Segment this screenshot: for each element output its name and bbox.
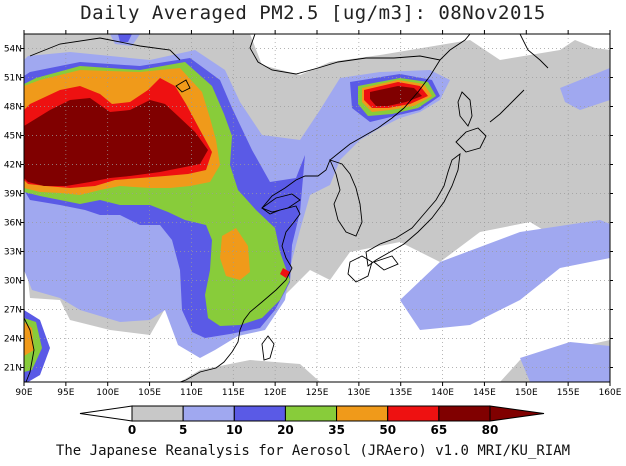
sakhalin: [457, 91, 473, 127]
lat-tick-label: 48N: [4, 103, 22, 113]
colorbar-label: 35: [328, 423, 345, 437]
colorbar-label: 10: [226, 423, 243, 437]
colorbar-label: 65: [431, 423, 448, 437]
lon-tick-label: 155E: [557, 388, 580, 398]
kuril-chain: [489, 89, 525, 123]
taiwan: [261, 335, 275, 361]
korea-coast: [329, 159, 363, 237]
lon-tick-label: 100E: [96, 388, 119, 398]
level-80-plus: [24, 86, 422, 186]
lon-tick-label: 145E: [473, 388, 496, 398]
shandong-coast: [261, 193, 301, 213]
mainland-coast: [179, 34, 471, 382]
inner-border: [29, 37, 181, 61]
lat-tick-label: 27N: [4, 306, 22, 316]
colorbar-segment-low: [79, 405, 133, 422]
coastlines: [24, 34, 549, 382]
credit-text: The Japanese Reanalysis for Aerosol (JRA…: [55, 443, 571, 459]
lon-tick-label: 160E: [599, 388, 622, 398]
lat-tick-label: 36N: [4, 219, 22, 229]
india-coast: [24, 317, 35, 382]
colorbar-segment-high: [489, 405, 545, 422]
colorbar-segment: [387, 405, 440, 422]
lat-tick-label: 24N: [4, 335, 22, 345]
lat-tick-label: 21N: [4, 364, 22, 374]
lat-tick-label: 39N: [4, 190, 22, 200]
colorbar-label: 5: [179, 423, 187, 437]
latitude-ticks: 21N 24N 27N 30N 33N 36N 39N 42N 45N 48N 51N 54N: [4, 45, 613, 374]
lon-tick-label: 95E: [57, 388, 74, 398]
japan-shikoku: [373, 255, 399, 271]
lon-tick-label: 110E: [180, 388, 203, 398]
lon-tick-label: 120E: [264, 388, 287, 398]
lon-tick-label: 115E: [222, 388, 245, 398]
japan-hokkaido: [455, 127, 487, 153]
lat-tick-label: 30N: [4, 277, 22, 287]
lon-tick-label: 125E: [306, 388, 329, 398]
lon-tick-label: 150E: [515, 388, 538, 398]
map-title: Daily Averaged PM2.5 [ug/m3]: 08Nov2015: [80, 2, 546, 24]
lon-tick-label: 135E: [389, 388, 412, 398]
lat-tick-label: 42N: [4, 161, 22, 171]
colorbar-segment: [233, 405, 286, 422]
lat-tick-label: 33N: [4, 248, 22, 258]
japan-kyushu: [347, 255, 373, 283]
colorbar-segment: [131, 405, 184, 422]
colorbar: 0 5 10 20 35 50 65 80: [79, 405, 545, 437]
lat-tick-label: 51N: [4, 74, 22, 84]
colorbar-label: 80: [482, 423, 499, 437]
longitude-ticks: 90E 95E 100E 105E 110E 115E 120E 125E 130E 135E 14…: [15, 30, 622, 398]
lat-tick-label: 54N: [4, 45, 22, 55]
lon-tick-label: 140E: [431, 388, 454, 398]
lake-shape: [175, 79, 191, 93]
colorbar-segment: [182, 405, 235, 422]
concentration-field: [24, 34, 610, 382]
colorbar-segment: [438, 405, 491, 422]
colorbar-label: 50: [379, 423, 396, 437]
japan-honshu: [365, 153, 461, 267]
colorbar-label: 0: [128, 423, 136, 437]
lon-tick-label: 90E: [15, 388, 32, 398]
gridlines: [24, 34, 610, 382]
lon-tick-label: 130E: [347, 388, 370, 398]
kamchatka-coast: [519, 34, 549, 69]
lon-tick-label: 105E: [138, 388, 161, 398]
lat-tick-label: 45N: [4, 132, 22, 142]
colorbar-segment: [284, 405, 338, 422]
colorbar-segment: [336, 405, 389, 422]
colorbar-label: 20: [277, 423, 294, 437]
